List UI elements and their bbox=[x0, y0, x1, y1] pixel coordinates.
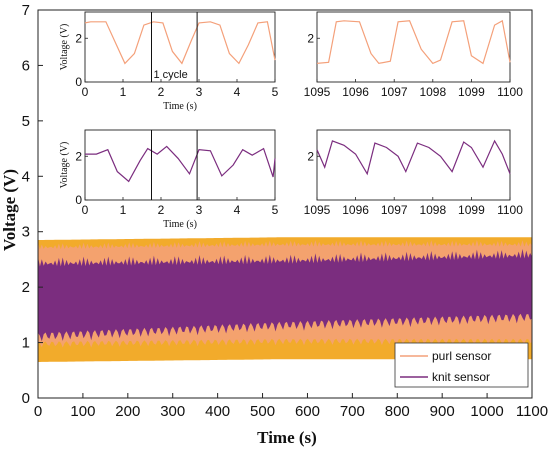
inset-series-line bbox=[316, 19, 511, 65]
legend-label-knit: knit sensor bbox=[432, 370, 490, 384]
inset-frame bbox=[316, 129, 511, 201]
x-tick-label: 500 bbox=[250, 403, 275, 420]
x-tick-label: 300 bbox=[160, 403, 185, 420]
inset-y-tick-label: 2 bbox=[307, 149, 314, 163]
legend-box bbox=[394, 342, 529, 388]
y-axis-label: Voltage (V) bbox=[0, 169, 19, 251]
x-axis-label: Time (s) bbox=[257, 428, 317, 447]
legend: purl sensor knit sensor bbox=[394, 342, 529, 388]
inset-x-tick-label: 0 bbox=[82, 203, 89, 217]
legend-label-purl: purl sensor bbox=[432, 349, 491, 363]
main-plot: 0 100 200 300 400 500 600 700 800 900 1000 11000123… bbox=[22, 2, 548, 420]
y-tick-label: 5 bbox=[22, 113, 30, 130]
inset-y-tick-label: 2 bbox=[75, 31, 82, 45]
inset-x-tick-label: 5 bbox=[272, 85, 279, 99]
inset-x-tick-label: 1099 bbox=[458, 85, 485, 99]
inset-series-line bbox=[84, 21, 276, 65]
inset-y-label: Voltage (V) bbox=[59, 142, 70, 189]
inset-x-tick-label: 1095 bbox=[304, 203, 331, 217]
inset-x-tick-label: 1097 bbox=[381, 85, 408, 99]
inset-x-label: Time (s) bbox=[163, 219, 197, 230]
inset-x-tick-label: 1096 bbox=[342, 85, 369, 99]
x-tick-label: 100 bbox=[70, 403, 95, 420]
inset-x-tick-label: 3 bbox=[196, 203, 203, 217]
x-tick-label: 900 bbox=[430, 403, 455, 420]
inset-x-tick-label: 2 bbox=[158, 203, 165, 217]
inset-frame bbox=[84, 129, 276, 201]
inset-x-label: Time (s) bbox=[163, 101, 197, 112]
inset-x-tick-label: 1098 bbox=[419, 85, 446, 99]
inset-x-tick-label: 2 bbox=[158, 85, 165, 99]
inset-x-tick-label: 1099 bbox=[458, 203, 485, 217]
inset-knit-end: 1095 1096 1097 1098 1099 1100 2 bbox=[304, 129, 523, 217]
inset-x-tick-label: 1097 bbox=[381, 203, 408, 217]
inset-x-tick-label: 1100 bbox=[497, 85, 523, 99]
inset-knit-start: 0 1 2 3 4 5 0 2 Time (s) Voltage (V) bbox=[59, 129, 279, 230]
x-tick-label: 800 bbox=[385, 403, 410, 420]
y-tick-label: 7 bbox=[22, 2, 30, 19]
inset-x-tick-label: 4 bbox=[234, 85, 241, 99]
x-tick-label: 600 bbox=[295, 403, 320, 420]
inset-purl-end: 1095 1096 1097 1098 1099 1100 2 bbox=[304, 11, 523, 99]
inset-x-tick-label: 1096 bbox=[342, 203, 369, 217]
inset-purl-start: 1 cycle 0 1 2 3 4 5 0 2 Time (s) Voltage (V) bbox=[59, 11, 279, 112]
x-tick-label: 400 bbox=[205, 403, 230, 420]
x-tick-label: 700 bbox=[340, 403, 365, 420]
y-tick-label: 6 bbox=[22, 57, 30, 74]
y-tick-label: 2 bbox=[22, 279, 30, 296]
x-tick-label: 0 bbox=[34, 403, 42, 420]
y-tick-label: 0 bbox=[22, 390, 30, 407]
inset-y-tick-label: 0 bbox=[75, 75, 82, 89]
inset-frame bbox=[84, 11, 276, 83]
y-tick-label: 3 bbox=[22, 224, 30, 241]
x-tick-label: 200 bbox=[115, 403, 140, 420]
inset-frame bbox=[316, 11, 511, 83]
inset-y-tick-label: 2 bbox=[307, 31, 314, 45]
inset-x-tick-label: 5 bbox=[272, 203, 279, 217]
inset-y-label: Voltage (V) bbox=[59, 24, 70, 71]
y-tick-label: 1 bbox=[22, 335, 30, 352]
x-tick-label: 1000 bbox=[470, 403, 503, 420]
inset-series-line bbox=[85, 145, 276, 183]
inset-x-tick-label: 1098 bbox=[419, 203, 446, 217]
x-tick-label: 1100 bbox=[516, 403, 548, 420]
inset-x-tick-label: 1100 bbox=[497, 203, 523, 217]
inset-y-tick-label: 2 bbox=[75, 149, 82, 163]
inset-series-line bbox=[316, 139, 511, 176]
inset-x-tick-label: 1 bbox=[120, 203, 127, 217]
cycle-annotation: 1 cycle bbox=[154, 69, 188, 81]
inset-x-tick-label: 1095 bbox=[304, 85, 331, 99]
knit-sensor-area bbox=[38, 249, 532, 342]
inset-x-tick-label: 4 bbox=[234, 203, 241, 217]
inset-x-tick-label: 0 bbox=[82, 85, 89, 99]
plot-frame bbox=[37, 9, 533, 399]
inset-y-tick-label: 0 bbox=[75, 193, 82, 207]
y-tick-label: 4 bbox=[22, 168, 30, 185]
inset-x-tick-label: 3 bbox=[196, 85, 203, 99]
inset-x-tick-label: 1 bbox=[120, 85, 127, 99]
